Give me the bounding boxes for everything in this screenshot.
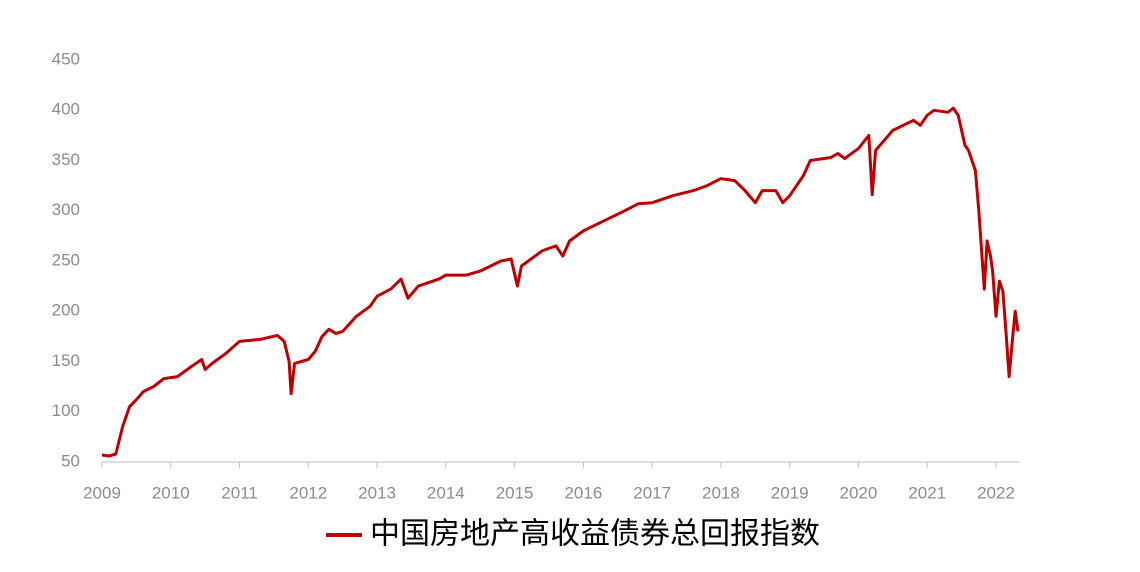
x-tick-label: 2011 bbox=[221, 483, 258, 502]
y-tick-label: 250 bbox=[52, 250, 80, 269]
x-tick-label: 2021 bbox=[908, 483, 946, 502]
x-tick-label: 2017 bbox=[633, 483, 671, 502]
y-tick-label: 100 bbox=[52, 401, 80, 420]
y-tick-label: 400 bbox=[52, 100, 80, 119]
y-tick-label: 150 bbox=[52, 351, 80, 370]
y-tick-label: 300 bbox=[52, 200, 80, 219]
x-tick-label: 2022 bbox=[977, 483, 1015, 502]
legend-label: 中国房地产高收益债券总回报指数 bbox=[370, 517, 820, 552]
series-line bbox=[101, 106, 1020, 458]
x-tick-label: 2015 bbox=[496, 483, 534, 502]
x-tick-label: 2012 bbox=[289, 483, 327, 502]
y-tick-label: 450 bbox=[52, 49, 80, 68]
y-tick-label: 200 bbox=[52, 301, 80, 320]
x-tick-label: 2009 bbox=[83, 483, 121, 502]
x-tick-label: 2013 bbox=[358, 483, 396, 502]
y-tick-label: 50 bbox=[61, 451, 80, 470]
x-tick-label: 2014 bbox=[427, 483, 465, 502]
x-tick-label: 2016 bbox=[564, 483, 602, 502]
x-tick-label: 2010 bbox=[152, 483, 190, 502]
x-tick-label: 2020 bbox=[840, 483, 878, 502]
x-tick-label: 2018 bbox=[702, 483, 740, 502]
x-tick-label: 2019 bbox=[771, 483, 809, 502]
y-tick-label: 350 bbox=[52, 150, 80, 169]
